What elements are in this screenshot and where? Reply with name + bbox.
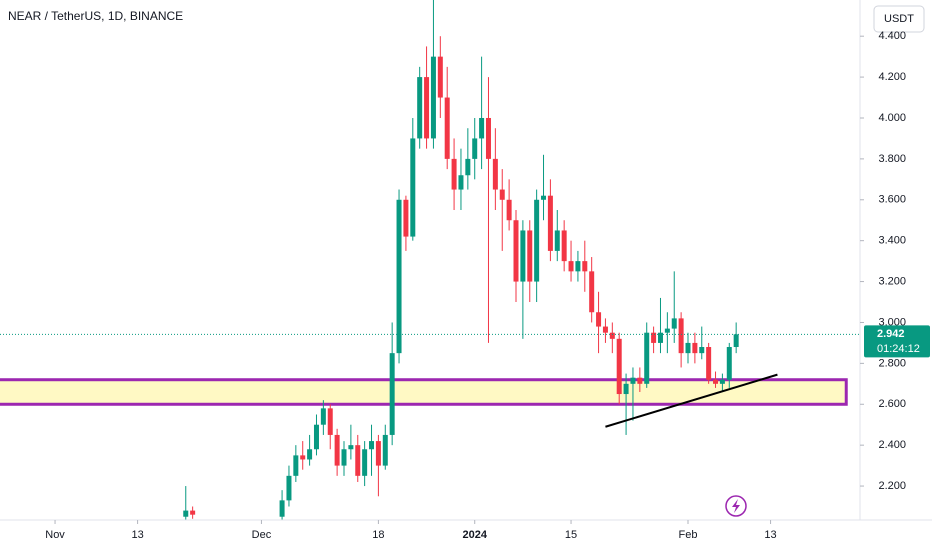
candle-body xyxy=(183,510,189,517)
candle-body xyxy=(190,510,196,515)
candle-body xyxy=(589,271,595,313)
candle-body xyxy=(424,77,430,139)
candle-body xyxy=(706,347,712,380)
candle-body xyxy=(362,449,368,476)
candle-body xyxy=(465,158,471,176)
currency-label[interactable]: USDT xyxy=(884,13,914,25)
candle-body xyxy=(396,199,402,354)
candle-body xyxy=(664,328,670,333)
y-tick-label: 3.800 xyxy=(878,153,906,165)
x-tick-label: 2024 xyxy=(462,529,487,541)
price-label-box xyxy=(864,325,930,358)
candle-body xyxy=(637,377,643,384)
plot-area xyxy=(0,0,848,520)
candle-body xyxy=(609,332,615,339)
candle-body xyxy=(733,334,739,348)
alert-icon[interactable] xyxy=(725,495,747,517)
candle-body xyxy=(375,441,381,466)
candle-body xyxy=(279,500,285,517)
candle-body xyxy=(293,455,299,476)
candle-body xyxy=(561,230,567,262)
candle-body xyxy=(657,332,663,343)
candle-body xyxy=(651,332,657,343)
candle-body xyxy=(506,199,512,221)
y-tick-label: 2.400 xyxy=(878,439,906,451)
candle-body xyxy=(334,434,340,466)
trendline xyxy=(605,373,778,428)
candle-body xyxy=(692,342,698,354)
chart-title: NEAR / TetherUS, 1D, BINANCE xyxy=(8,9,183,23)
candle-body xyxy=(444,97,450,159)
x-tick-label: Dec xyxy=(252,529,272,541)
x-tick-label: 18 xyxy=(372,529,384,541)
candle-body xyxy=(313,424,319,450)
candle-body xyxy=(699,347,705,354)
candle-body xyxy=(534,199,540,282)
candle-body xyxy=(499,189,505,200)
candle-body xyxy=(479,117,485,139)
candle-body xyxy=(492,158,498,190)
candle-body xyxy=(554,230,560,251)
candle-body xyxy=(382,434,388,466)
candle-body xyxy=(355,445,361,476)
candle-body xyxy=(685,342,691,354)
candle-body xyxy=(348,445,354,450)
candle-body xyxy=(410,138,416,237)
candle-body xyxy=(341,449,347,466)
y-tick-label: 2.600 xyxy=(878,398,906,410)
y-tick-label: 3.200 xyxy=(878,275,906,287)
candle-body xyxy=(547,195,553,251)
candle-body xyxy=(485,117,491,159)
candle-body xyxy=(596,312,602,327)
x-tick-label: Nov xyxy=(45,529,65,541)
candle-body xyxy=(644,332,650,384)
x-tick-label: 13 xyxy=(764,529,776,541)
countdown-label: 01:24:12 xyxy=(877,343,920,355)
candle-body xyxy=(472,138,478,159)
candle-body xyxy=(671,318,677,329)
candle-body xyxy=(403,199,409,237)
price-label: 2.942 xyxy=(877,328,905,340)
y-tick-label: 3.600 xyxy=(878,194,906,206)
candle-body xyxy=(678,318,684,354)
candle-body xyxy=(327,408,333,435)
support-zone xyxy=(0,378,848,406)
candle-body xyxy=(513,220,519,282)
candle-body xyxy=(286,475,292,501)
candle-body xyxy=(719,379,725,384)
candle-body xyxy=(527,230,533,282)
candle-body xyxy=(389,353,395,435)
candle-body xyxy=(575,261,581,272)
candle-body xyxy=(616,338,622,395)
candle-body xyxy=(451,158,457,190)
candle-body xyxy=(369,441,375,450)
candle-body xyxy=(320,408,326,425)
currency-button[interactable] xyxy=(873,5,925,33)
candle-body xyxy=(602,326,608,333)
candle-body xyxy=(630,377,636,384)
candle-body xyxy=(307,449,313,460)
candle-body xyxy=(458,175,464,190)
candle-body xyxy=(568,261,574,272)
y-tick-label: 2.200 xyxy=(878,480,906,492)
x-tick-label: Feb xyxy=(679,529,698,541)
candle-body xyxy=(437,56,443,98)
y-tick-label: 2.800 xyxy=(878,357,906,369)
candle-body xyxy=(430,56,436,139)
candle-body xyxy=(541,195,547,200)
y-tick-label: 4.400 xyxy=(878,30,906,42)
candle-body xyxy=(623,383,629,395)
y-tick-label: 4.000 xyxy=(878,112,906,124)
x-tick-label: 13 xyxy=(131,529,143,541)
y-tick-label: 4.200 xyxy=(878,71,906,83)
candle-body xyxy=(726,347,732,380)
candle-body xyxy=(417,77,423,139)
candle-body xyxy=(300,455,306,460)
candle-body xyxy=(520,230,526,282)
candle-body xyxy=(582,261,588,272)
y-tick-label: 3.400 xyxy=(878,235,906,247)
x-tick-label: 15 xyxy=(565,529,577,541)
candle-body xyxy=(713,379,719,384)
